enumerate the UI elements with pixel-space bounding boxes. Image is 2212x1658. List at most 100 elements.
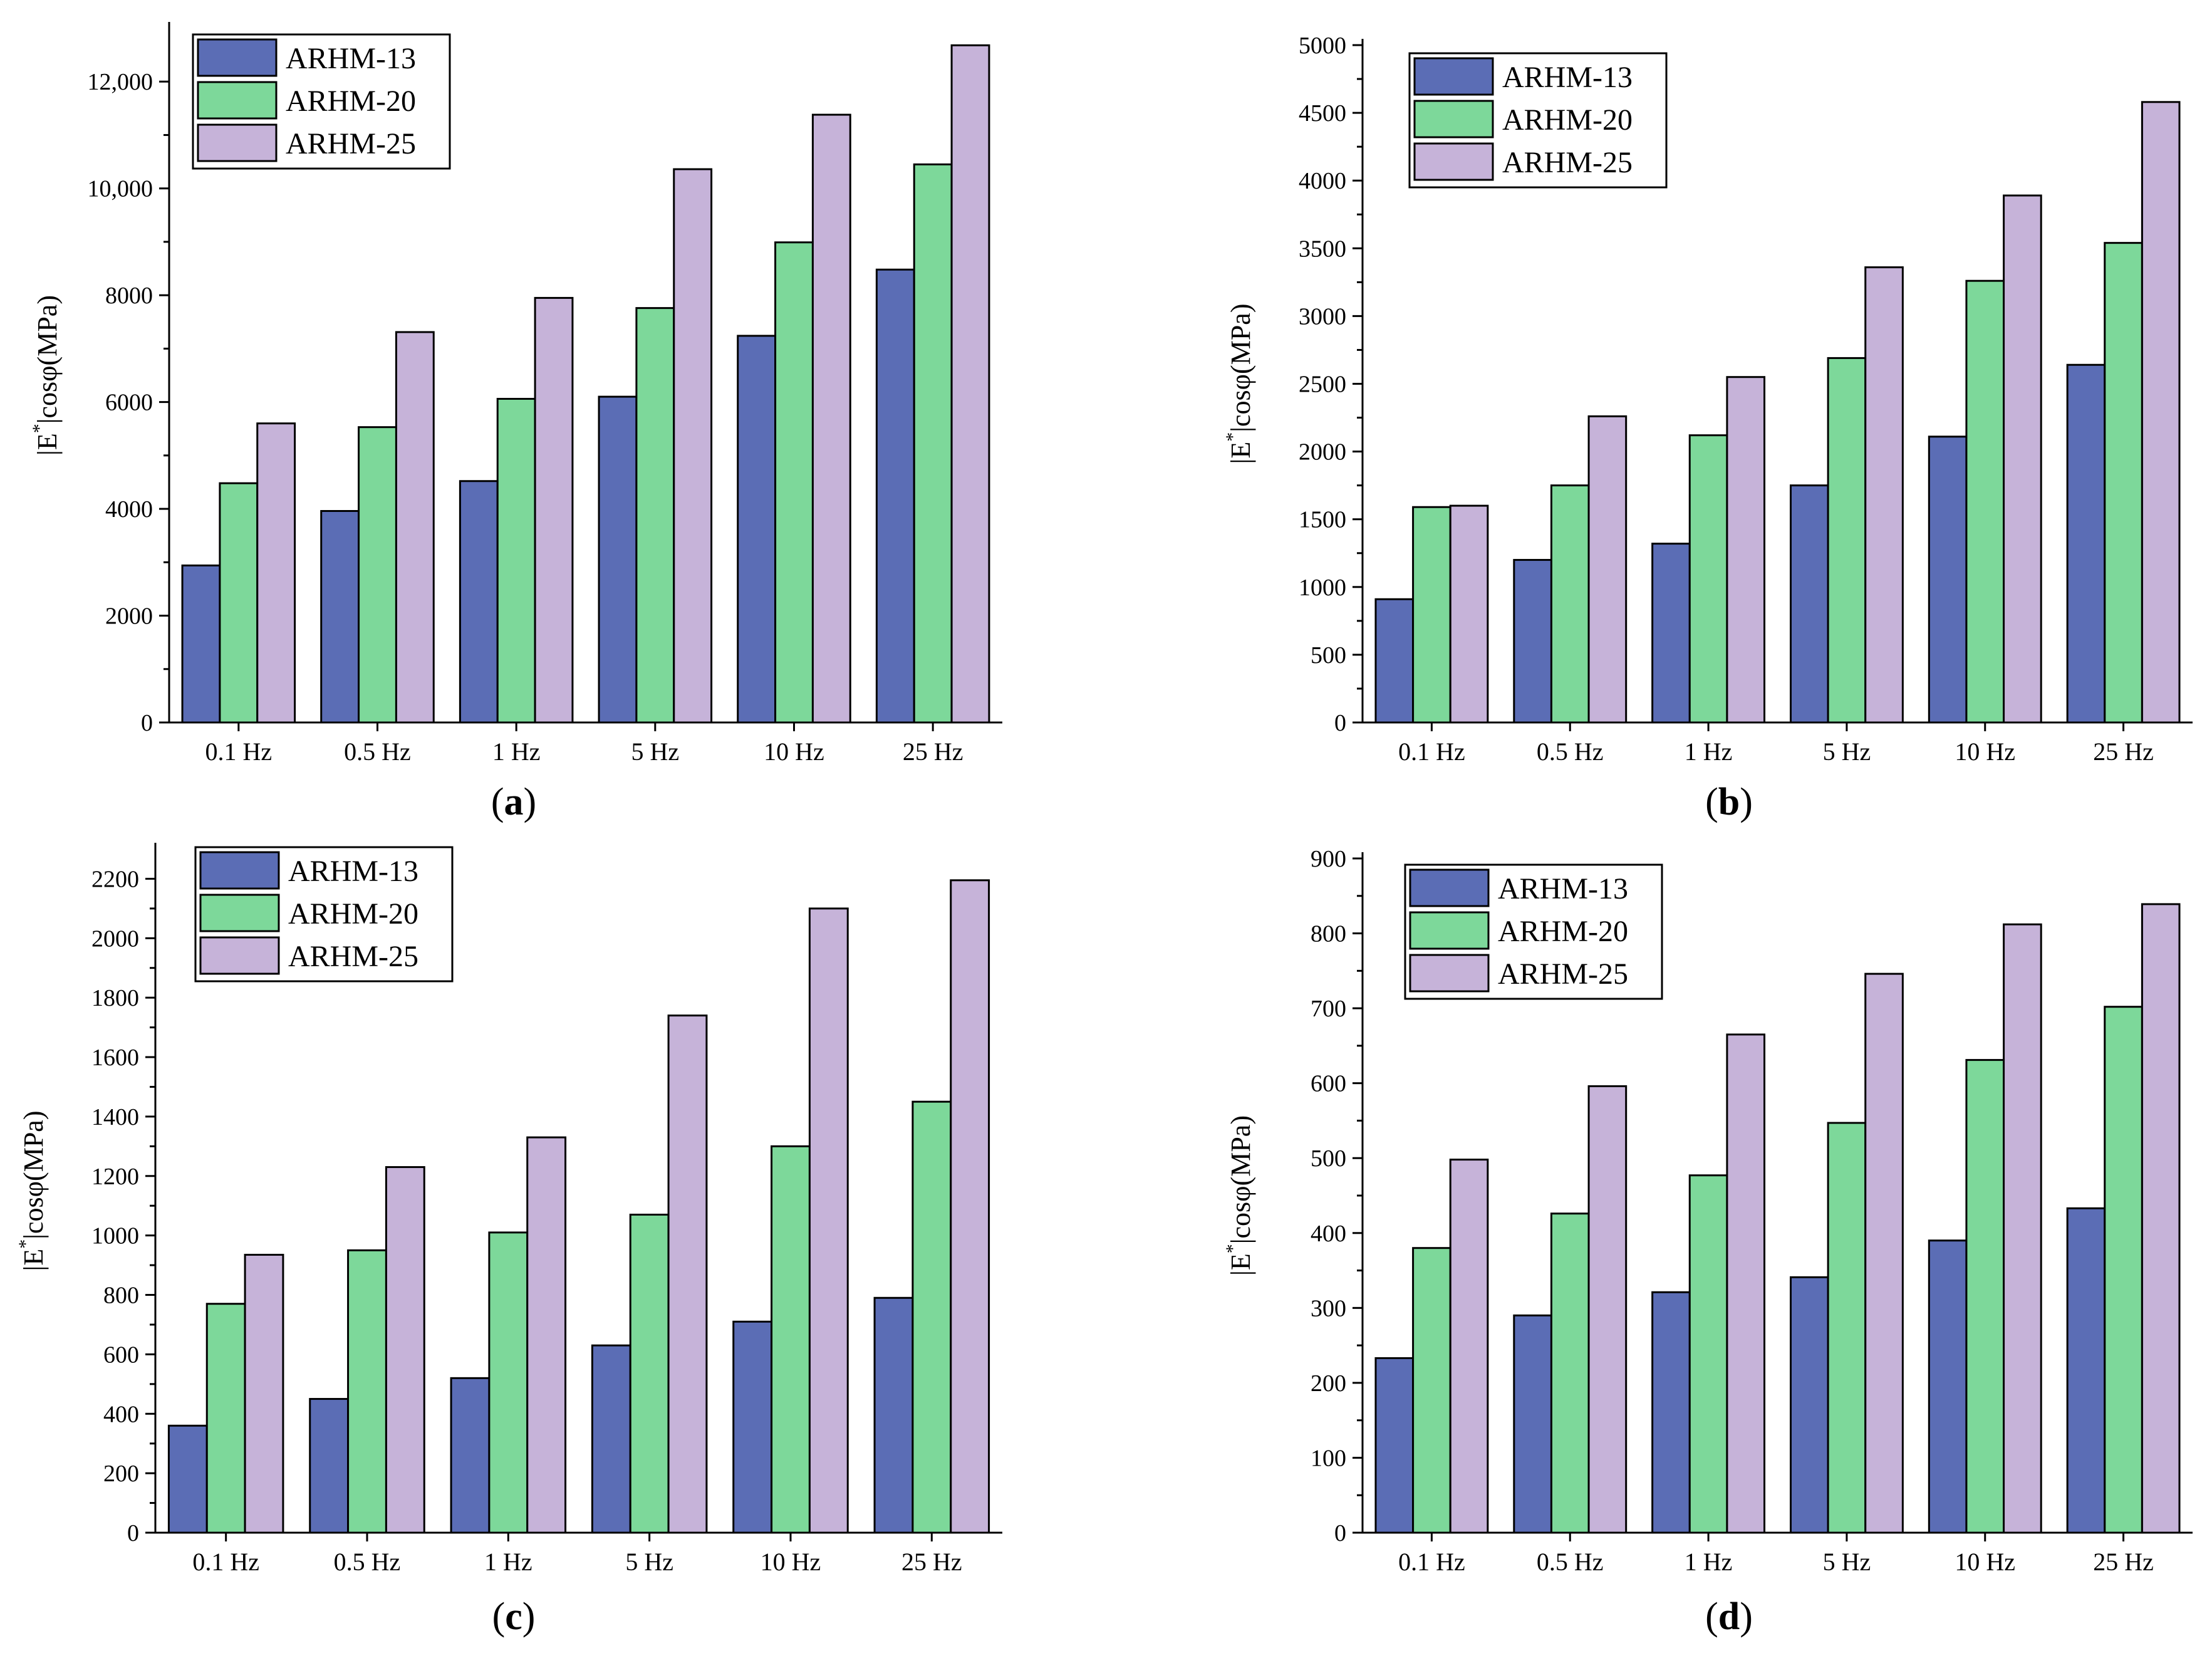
x-tick-label: 25 Hz — [2093, 1548, 2154, 1576]
y-tick-label: 1600 — [91, 1045, 139, 1071]
bar-arhm-13-05hz — [320, 509, 360, 724]
y-tick-label: 800 — [103, 1283, 139, 1309]
bar-arhm-25-1hz — [1726, 1033, 1766, 1534]
bar-arhm-25-10hz — [808, 907, 849, 1534]
bar-arhm-25-25hz — [950, 879, 990, 1534]
bar-arhm-13-10hz — [1928, 1239, 1968, 1534]
x-tick-label: 0.5 Hz — [1537, 738, 1604, 766]
legend-label: ARHM-13 — [288, 855, 418, 888]
y-tick-label: 500 — [1311, 1145, 1346, 1172]
x-tick-label: 0.1 Hz — [205, 738, 273, 766]
x-tick-label: 5 Hz — [625, 1548, 673, 1576]
legend-swatch — [199, 851, 280, 890]
bar-arhm-25-5hz — [1864, 972, 1904, 1534]
y-tick-label: 0 — [1334, 1520, 1346, 1546]
y-tick-label: 8000 — [105, 283, 153, 309]
bar-arhm-13-01hz — [181, 564, 221, 724]
x-tick-label: 1 Hz — [1685, 738, 1733, 766]
y-tick-label: 1000 — [1299, 575, 1346, 601]
bar-arhm-25-01hz — [1449, 504, 1489, 724]
bar-arhm-20-01hz — [205, 1303, 246, 1534]
bar-arhm-20-25hz — [913, 163, 953, 724]
x-tick-label: 10 Hz — [1955, 738, 2015, 766]
legend-label: ARHM-25 — [1502, 146, 1633, 179]
y-tick-label: 600 — [1311, 1071, 1346, 1097]
y-tick-label: 3500 — [1299, 236, 1346, 262]
bar-arhm-13-1hz — [450, 1377, 491, 1534]
bar-arhm-13-25hz — [2066, 363, 2106, 724]
x-tick-label: 5 Hz — [1823, 738, 1871, 766]
legend-swatch — [1413, 100, 1494, 138]
bar-arhm-13-1hz — [459, 480, 499, 724]
bar-arhm-20-10hz — [1965, 279, 2005, 724]
bar-arhm-20-25hz — [2104, 242, 2143, 724]
y-tick-label: 700 — [1311, 996, 1346, 1022]
bar-arhm-25-05hz — [385, 1166, 425, 1534]
y-tick-label: 1400 — [91, 1104, 139, 1130]
y-tick-label: 2000 — [1299, 439, 1346, 466]
legend-swatch — [199, 894, 280, 932]
y-tick-label: 900 — [1311, 846, 1346, 872]
bar-arhm-20-05hz — [1550, 1212, 1590, 1534]
bar-arhm-20-10hz — [774, 241, 814, 724]
x-tick-label: 25 Hz — [901, 1548, 962, 1576]
legend-swatch — [1409, 868, 1490, 907]
bar-arhm-20-5hz — [629, 1213, 670, 1534]
x-tick-label: 0.1 Hz — [1398, 738, 1465, 766]
bar-arhm-20-01hz — [1412, 1247, 1451, 1534]
bar-arhm-25-10hz — [811, 113, 851, 724]
x-tick-label: 5 Hz — [631, 738, 680, 766]
legend-swatch — [1409, 954, 1490, 993]
y-tick-label: 100 — [1311, 1445, 1346, 1471]
bar-arhm-20-05hz — [1550, 484, 1590, 724]
y-tick-label: 2000 — [105, 603, 153, 630]
bar-arhm-20-01hz — [219, 482, 259, 724]
y-tick-label: 1800 — [91, 985, 139, 1011]
bar-arhm-25-5hz — [1864, 266, 1904, 724]
x-tick-label: 0.1 Hz — [1398, 1548, 1465, 1576]
y-tick-label: 600 — [103, 1342, 139, 1368]
bar-arhm-13-5hz — [1789, 1276, 1829, 1534]
bar-arhm-20-01hz — [1412, 506, 1451, 724]
legend-swatch — [197, 123, 278, 162]
panel-label: (d) — [1705, 1595, 1753, 1638]
y-tick-label: 12,000 — [88, 69, 153, 95]
legend: ARHM-13 ARHM-20 ARHM-25 — [1404, 863, 1663, 1000]
y-tick-label: 2500 — [1299, 372, 1346, 398]
y-axis-label: |E*|cosφ(MPa) — [1222, 1115, 1256, 1276]
legend-label: ARHM-20 — [1498, 915, 1628, 948]
bar-arhm-25-10hz — [2003, 923, 2042, 1534]
y-tick-label: 500 — [1311, 642, 1346, 669]
y-tick-label: 1000 — [91, 1223, 139, 1249]
bar-arhm-13-01hz — [167, 1424, 208, 1534]
chart-panel: 0.1 Hz 0.5 Hz 1 Hz 5 Hz 10 Hz 25 Hz 0 100 200 300… — [1222, 846, 2193, 1638]
legend-label: ARHM-20 — [1502, 103, 1633, 137]
x-tick-label: 10 Hz — [761, 1548, 821, 1576]
legend-label: ARHM-25 — [288, 940, 418, 973]
bar-arhm-20-1hz — [496, 398, 536, 724]
chart-panel: 0.1 Hz 0.5 Hz 1 Hz 5 Hz 10 Hz 25 Hz 0 200 400 600… — [15, 843, 1002, 1638]
bar-arhm-25-25hz — [950, 44, 990, 724]
bar-arhm-13-5hz — [1789, 484, 1829, 724]
bar-arhm-25-5hz — [673, 168, 713, 724]
bar-arhm-25-25hz — [2141, 903, 2181, 1534]
bar-arhm-13-01hz — [1374, 1357, 1415, 1534]
y-tick-label: 400 — [1311, 1221, 1346, 1247]
legend-label: ARHM-13 — [1502, 61, 1633, 94]
bar-arhm-20-1hz — [488, 1231, 529, 1534]
bar-arhm-13-01hz — [1374, 598, 1415, 724]
bar-arhm-13-10hz — [1928, 435, 1968, 724]
bar-arhm-25-1hz — [526, 1136, 567, 1534]
y-tick-label: 10,000 — [88, 176, 153, 202]
legend-swatch — [1413, 142, 1494, 181]
y-tick-label: 6000 — [105, 390, 153, 416]
bar-arhm-25-01hz — [244, 1253, 284, 1534]
x-tick-label: 0.5 Hz — [344, 738, 411, 766]
bar-arhm-13-5hz — [598, 395, 638, 724]
bar-arhm-25-01hz — [256, 422, 296, 724]
legend-swatch — [1413, 57, 1494, 96]
bar-arhm-25-05hz — [395, 331, 435, 724]
bar-arhm-13-25hz — [873, 1296, 914, 1534]
y-tick-label: 1200 — [91, 1164, 139, 1190]
